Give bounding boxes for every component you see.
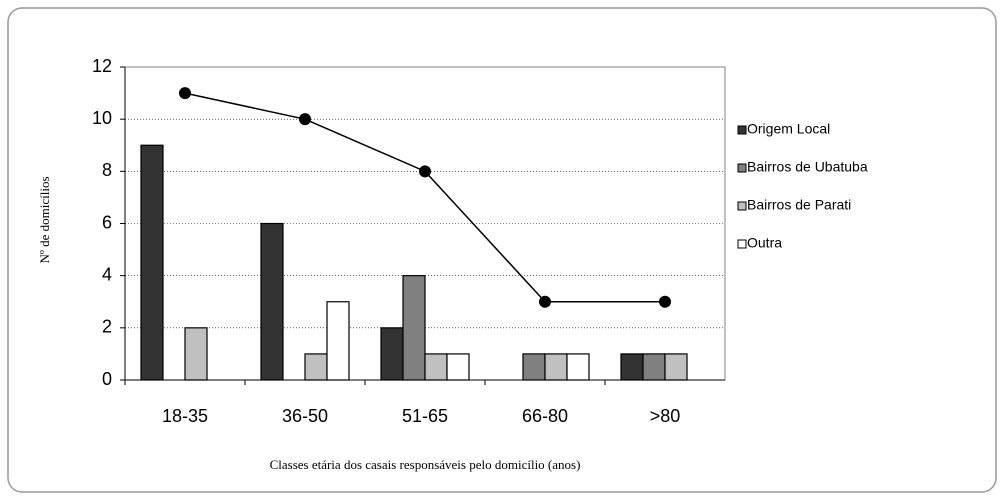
bar [620, 353, 644, 381]
bar [642, 353, 666, 381]
x-tick-label: 51-65 [402, 406, 448, 426]
bar [664, 353, 688, 381]
x-tick-label: >80 [650, 406, 681, 426]
x-tick-label: 66-80 [522, 406, 568, 426]
bar [380, 327, 404, 381]
y-tick-label: 4 [102, 264, 112, 284]
legend-swatch [737, 163, 747, 173]
bar [326, 301, 350, 381]
y-tick-label: 10 [92, 108, 112, 128]
bar [184, 327, 208, 381]
line-point [419, 165, 431, 178]
line-point [539, 295, 551, 308]
x-axis-label: Classes etária dos casais responsáveis p… [270, 457, 581, 472]
bar [424, 353, 448, 381]
y-tick-label: 6 [102, 212, 112, 232]
y-axis-label: Nº de domicílios [37, 176, 52, 263]
legend-swatch [737, 239, 747, 249]
line-point [659, 295, 671, 308]
bar [140, 144, 164, 381]
y-tick-label: 2 [102, 317, 112, 337]
legend-swatch [737, 201, 747, 211]
bar [544, 353, 568, 381]
bar [260, 222, 284, 381]
bar [522, 353, 546, 381]
bar [446, 353, 470, 381]
legend-label: Bairros de Parati [747, 197, 851, 213]
y-tick-label: 12 [92, 56, 112, 76]
bar [566, 353, 590, 381]
legend-label: Outra [747, 235, 782, 251]
y-tick-label: 8 [102, 160, 112, 180]
line-point [179, 87, 191, 100]
bar [304, 353, 328, 381]
frame [7, 7, 997, 493]
line-point [299, 113, 311, 126]
legend-label: Origem Local [747, 121, 830, 137]
legend-swatch [737, 125, 747, 135]
x-tick-label: 18-35 [162, 406, 208, 426]
y-tick-label: 0 [102, 369, 112, 389]
legend-label: Bairros de Ubatuba [747, 159, 868, 175]
x-tick-label: 36-50 [282, 406, 328, 426]
bar [402, 275, 426, 381]
